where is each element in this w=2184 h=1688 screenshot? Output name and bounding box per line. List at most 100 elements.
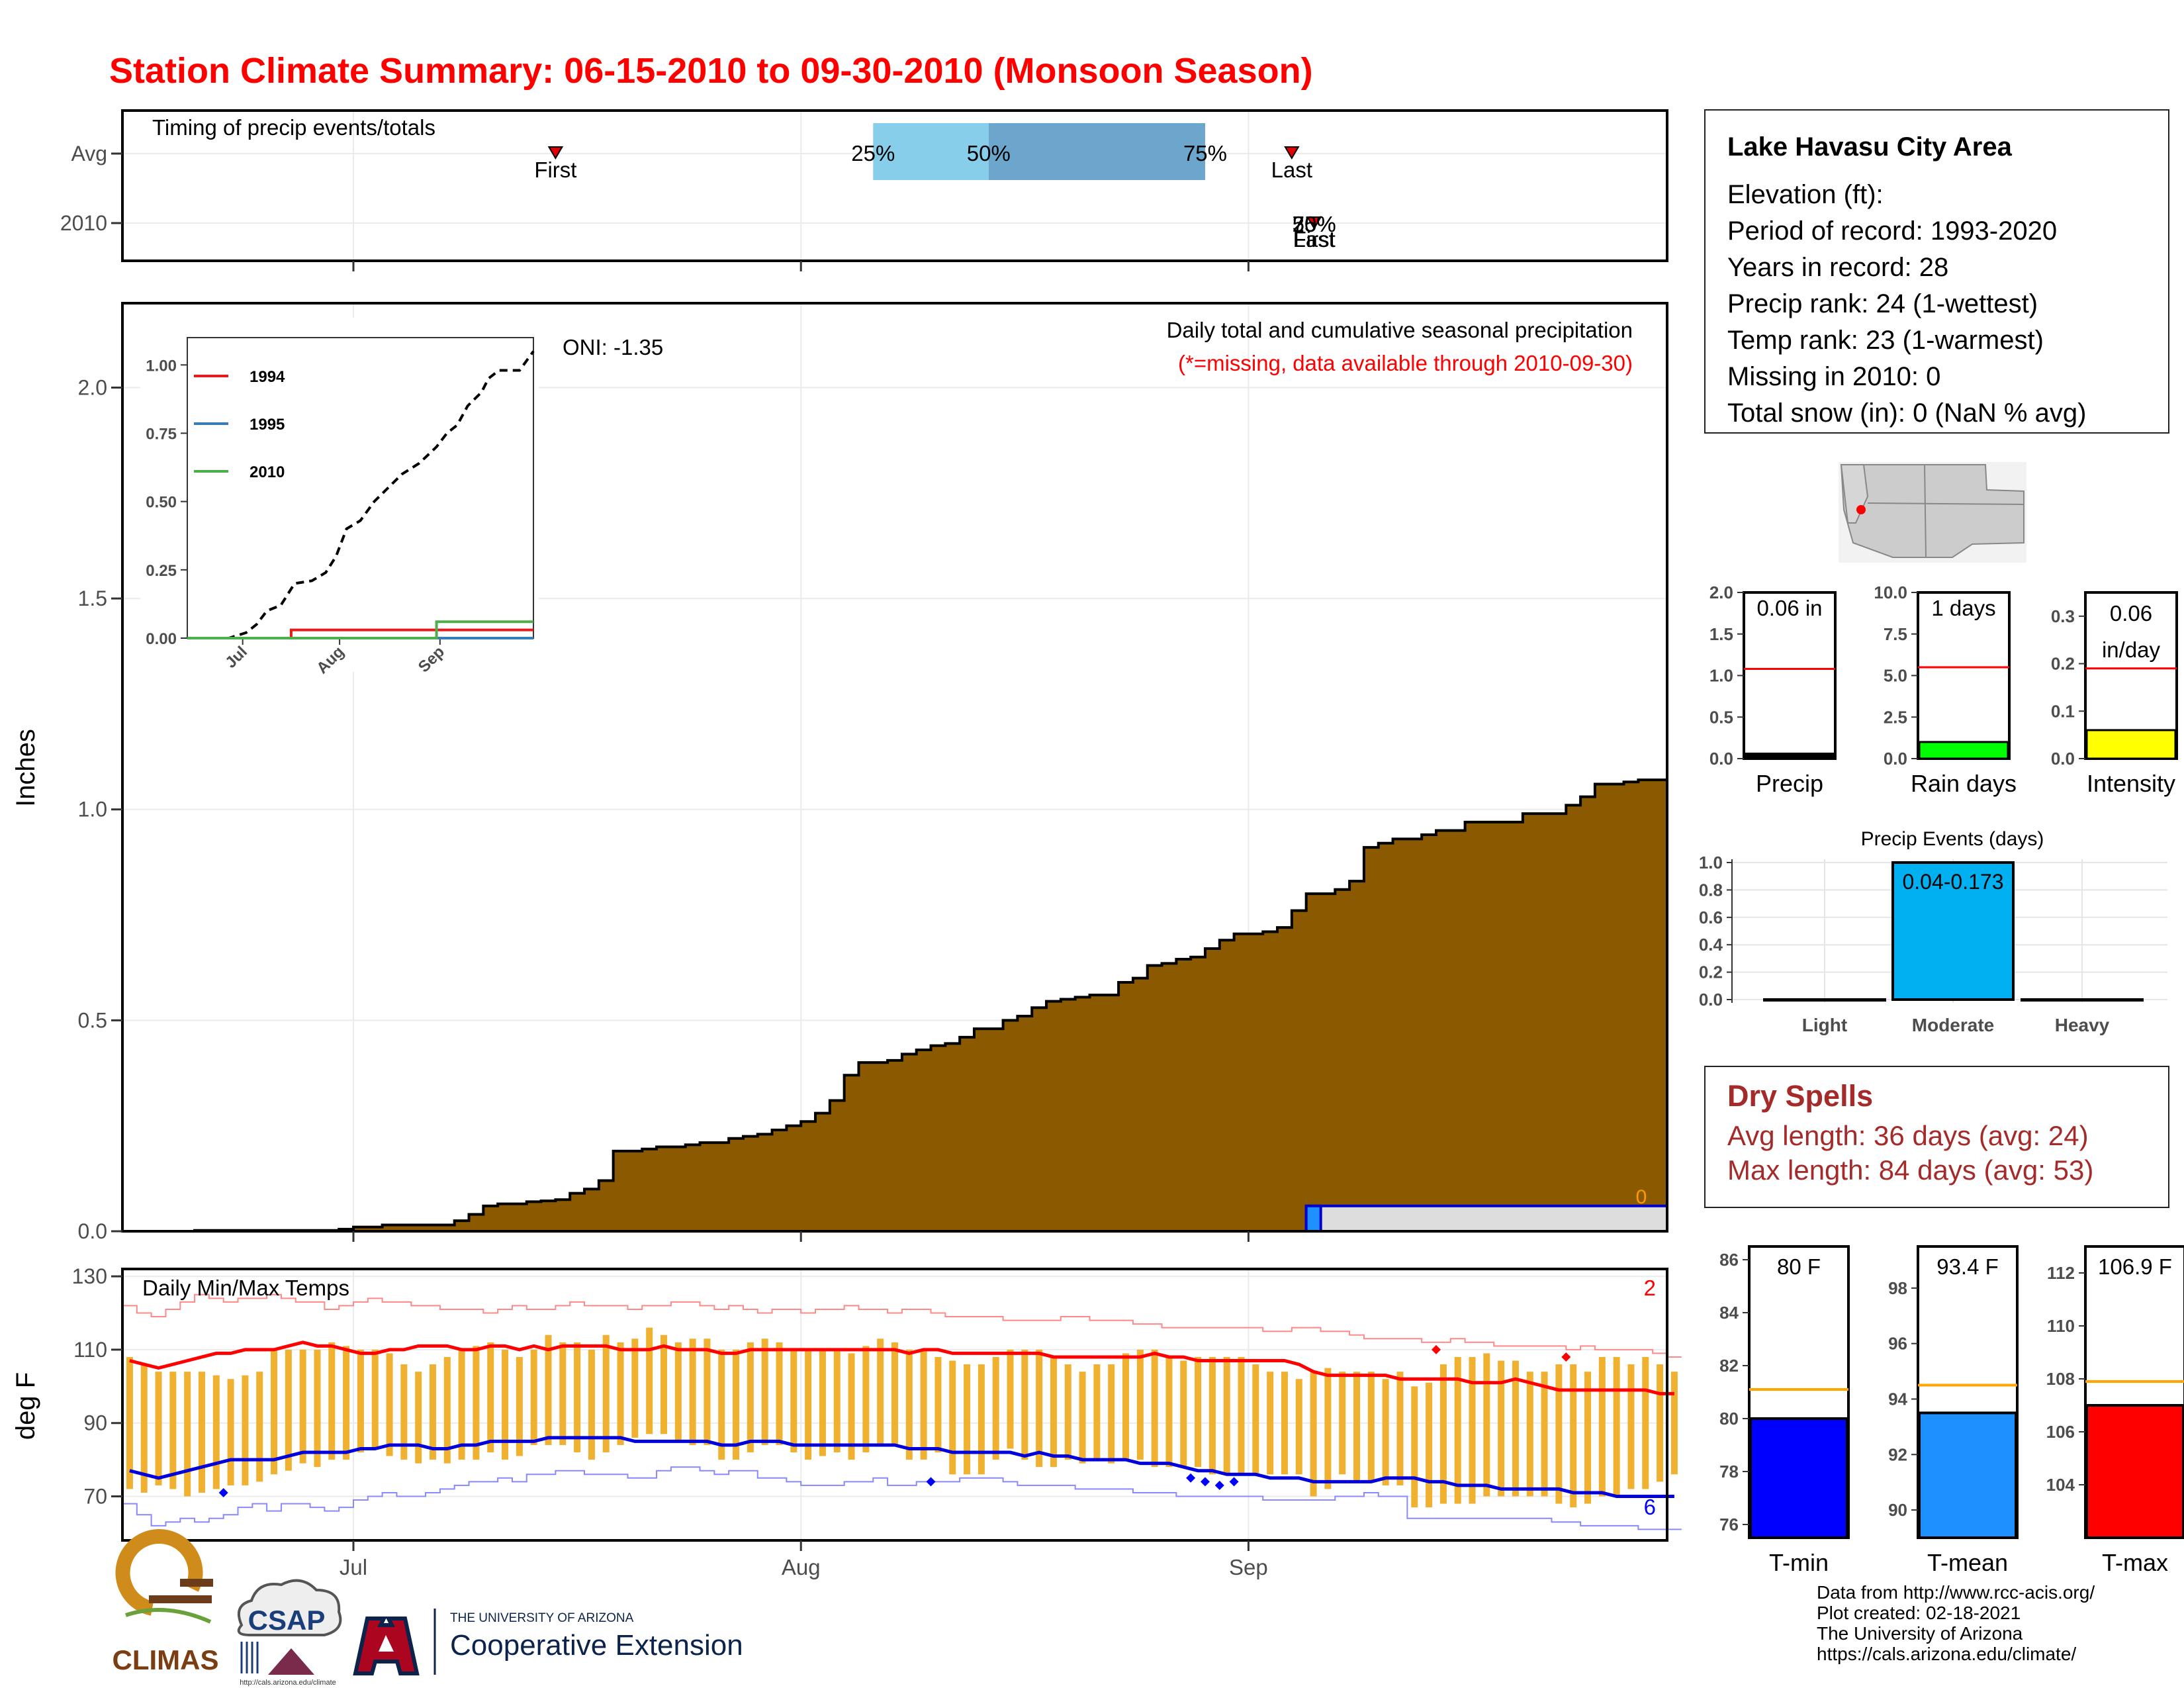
temp-range-bar [1223,1356,1230,1475]
temp-range-bar [602,1335,610,1453]
temp-range-bar [1613,1356,1620,1497]
temp-range-bar [1454,1356,1461,1504]
events-title: Precip Events (days) [1861,828,2044,850]
tsummary-ytick-label: 90 [1888,1500,1907,1520]
temp-range-bar [140,1364,148,1493]
tsummary-ytick-label: 106 [2046,1422,2075,1442]
temp-range-bar [1657,1364,1664,1482]
record-min-line [122,1466,1682,1530]
temp-range-bar [660,1335,667,1434]
temp-range-bar [1195,1356,1202,1468]
summary-value-text: 1 days [1931,596,1995,620]
tsummary-value-text: 93.4 F [1936,1254,1999,1279]
record-marks [218,1344,1571,1497]
temp-range-bar [1050,1356,1057,1468]
inset-ytick-label: 0.50 [146,494,177,512]
temp-range-bar [357,1349,364,1453]
temp-range-bar [285,1349,292,1471]
temp-yaxis: 70 90 110 130 [72,1264,122,1509]
main-figure: Timing of precip events/totals 25% 50% 7… [11,109,1682,1687]
temp-range-bar [574,1342,581,1453]
csap-logo: CSAP http://cals.arizona.edu/climate [237,1579,342,1687]
temp-range-bar [646,1327,653,1434]
temp-range-bar [905,1349,913,1460]
temp-range-bar [242,1375,249,1485]
avg-first-label: First [534,158,576,182]
events-ytick-label: 0.0 [1699,990,1723,1009]
timing-row-avg: Avg [71,142,107,165]
temp-range-bar [400,1364,408,1460]
avg-last-marker [1284,146,1300,160]
temp-range-bar [1007,1349,1014,1449]
daily-temp-range-bars [126,1327,1678,1508]
temp-range-bar [718,1349,725,1460]
climas-wordmark: CLIMAS [113,1644,219,1675]
temp-range-bar [819,1349,826,1456]
record-mark [1229,1477,1239,1487]
station-precip-rank: Precip rank: 24 (1-wettest) [1727,289,2038,318]
temp-range-bar [1310,1372,1317,1497]
temp-range-bar [155,1372,162,1485]
precip-ytick-label: 0.5 [78,1008,107,1032]
inset-ytick-label: 0.00 [146,630,177,648]
temps-min-count: 6 [1644,1495,1656,1519]
summary-ytick-label: 0.0 [2051,749,2075,769]
temp-range-bar [198,1372,205,1493]
summary-box [1917,591,2011,760]
temp-range-bar [1426,1382,1433,1508]
temp-range-bar [1108,1364,1115,1464]
oni-label: ONI: -1.35 [563,335,663,359]
record-mark [1200,1477,1210,1487]
tsummary-ytick-label: 96 [1888,1334,1907,1354]
temp-range-bar [559,1342,567,1445]
record-mark [1214,1480,1224,1490]
temp-range-bar [545,1335,552,1445]
temp-range-bar [371,1349,379,1449]
events-bar-moderate [1891,861,2015,1001]
temp-range-bar [674,1342,682,1442]
temp-range-bar [733,1349,740,1460]
temp-range-bar [184,1372,191,1497]
y2010-label: 25% [1293,212,1336,236]
right-figure: 0.0 0.5 1.0 1.5 2.0 0.06 in Precip 0.0 2.5 5.0 7.5… [1699,462,2184,1576]
y2010-label: 50% [1293,212,1336,236]
temp-range-bar [1526,1372,1533,1497]
tsummary-ytick-label: 92 [1888,1444,1907,1464]
ua-small-text: THE UNIVERSITY OF ARIZONA [450,1611,634,1625]
summary-ytick-label: 2.5 [1884,707,1907,727]
record-mark [1561,1352,1571,1362]
temp-ytick-label: 70 [83,1485,107,1509]
summary-rain-days: 0.0 2.5 5.0 7.5 10.0 1 days Rain days [1874,583,2017,797]
station-info-box: Lake Havasu City Area Elevation (ft): Pe… [1704,109,2169,434]
y2010-label: First [1293,227,1336,252]
record-mark [926,1477,936,1487]
tsummary-label: T-max [2102,1549,2168,1576]
temp-range-bar [1151,1349,1158,1468]
avg-min-line [129,1436,1674,1499]
summary-label: Rain days [1911,770,2017,797]
events-ytick-label: 0.4 [1699,935,1723,955]
temp-ytick-label: 110 [73,1338,107,1362]
locator-map [1839,462,2026,563]
temp-ytick-label: 90 [83,1411,107,1435]
tsummary-ytick-label: 110 [2047,1316,2075,1336]
record-mark [1431,1344,1441,1354]
precip-ytick-label: 2.0 [78,375,107,399]
summary-value-bar [1918,741,2009,760]
temp-range-bar [631,1338,639,1438]
temp-range-bar [992,1356,999,1460]
temp-range-bar [978,1364,985,1475]
temp-range-bar [1339,1372,1346,1475]
temp-range-bar [689,1338,696,1445]
footer-credits: Data from http://www.rcc-acis.org/ Plot … [1817,1582,2095,1664]
temp-range-bar [891,1342,898,1445]
tsummary-value-bar [2085,1404,2184,1539]
temp-xtick-label: Aug [782,1555,821,1579]
summary-ytick-label: 0.2 [2051,654,2075,674]
ua-big-text: Cooperative Extension [450,1629,743,1662]
temp-range-bar [949,1360,956,1475]
temp-range-bar [473,1346,480,1460]
summary-ytick-label: 10.0 [1874,583,1907,602]
